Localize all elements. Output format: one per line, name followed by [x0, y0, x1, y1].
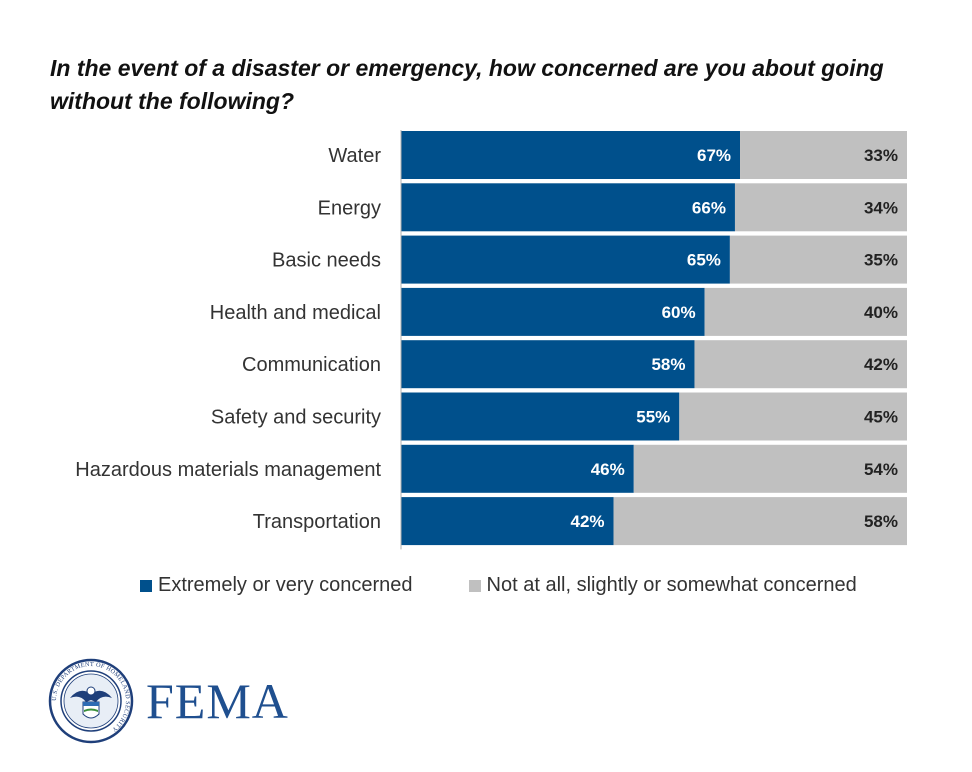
- data-label: 33%: [864, 146, 898, 165]
- bar-not-concerned: [704, 287, 907, 336]
- category-label: Health and medical: [210, 302, 381, 324]
- data-label: 65%: [687, 251, 721, 270]
- bar-concerned: [401, 340, 695, 389]
- dhs-seal-icon: U.S. DEPARTMENT OF HOMELAND SECURITY: [48, 658, 134, 744]
- data-label: 42%: [570, 512, 604, 531]
- bar-not-concerned: [734, 183, 907, 232]
- bar-concerned: [401, 131, 741, 179]
- category-label: Hazardous materials management: [75, 459, 381, 481]
- legend-swatch-not-concerned: [468, 579, 481, 592]
- bar-concerned: [401, 444, 634, 493]
- data-label: 40%: [864, 303, 898, 322]
- data-label: 67%: [697, 146, 731, 165]
- chart-title: In the event of a disaster or emergency,…: [50, 55, 884, 114]
- bar-concerned: [401, 287, 705, 336]
- bar-not-concerned: [679, 392, 907, 441]
- stacked-bar-chart: 67% 33% Water 66% 34% Energy 65% 35% Basic needs…: [75, 130, 907, 550]
- legend-swatch-concerned: [140, 579, 152, 592]
- bar-concerned: [401, 235, 730, 284]
- data-label: 58%: [651, 355, 685, 374]
- data-label: 46%: [591, 460, 625, 479]
- data-label: 34%: [864, 198, 898, 217]
- bar-concerned: [401, 497, 614, 546]
- legend: Extremely or very concerned Not at all, …: [140, 574, 913, 597]
- bar-not-concerned: [729, 235, 907, 284]
- category-label: Water: [328, 145, 381, 167]
- category-label: Energy: [318, 197, 381, 219]
- legend-label-not-concerned: Not at all, slightly or somewhat concern…: [486, 574, 857, 596]
- bar-concerned: [401, 183, 735, 232]
- data-label: 42%: [864, 355, 898, 374]
- data-label: 35%: [864, 251, 898, 270]
- bar-concerned: [401, 392, 680, 441]
- data-label: 66%: [692, 198, 726, 217]
- data-label: 55%: [636, 408, 670, 427]
- bar-not-concerned: [740, 131, 907, 179]
- category-label: Safety and security: [211, 407, 381, 429]
- category-label: Transportation: [253, 511, 381, 533]
- bar-not-concerned: [694, 340, 907, 389]
- data-label: 58%: [864, 512, 898, 531]
- bar-not-concerned: [633, 444, 907, 493]
- fema-wordmark: FEMA: [146, 673, 289, 729]
- legend-item-concerned: Extremely or very concerned: [140, 574, 413, 597]
- data-label: 45%: [864, 408, 898, 427]
- data-label: 60%: [662, 303, 696, 322]
- fema-logo: U.S. DEPARTMENT OF HOMELAND SECURITY FEM…: [48, 658, 289, 744]
- data-label: 54%: [864, 460, 898, 479]
- legend-label-concerned: Extremely or very concerned: [158, 574, 413, 596]
- bar-not-concerned: [613, 497, 907, 546]
- category-label: Basic needs: [272, 250, 381, 272]
- category-label: Communication: [242, 354, 381, 376]
- legend-item-not-concerned: Not at all, slightly or somewhat concern…: [468, 574, 857, 597]
